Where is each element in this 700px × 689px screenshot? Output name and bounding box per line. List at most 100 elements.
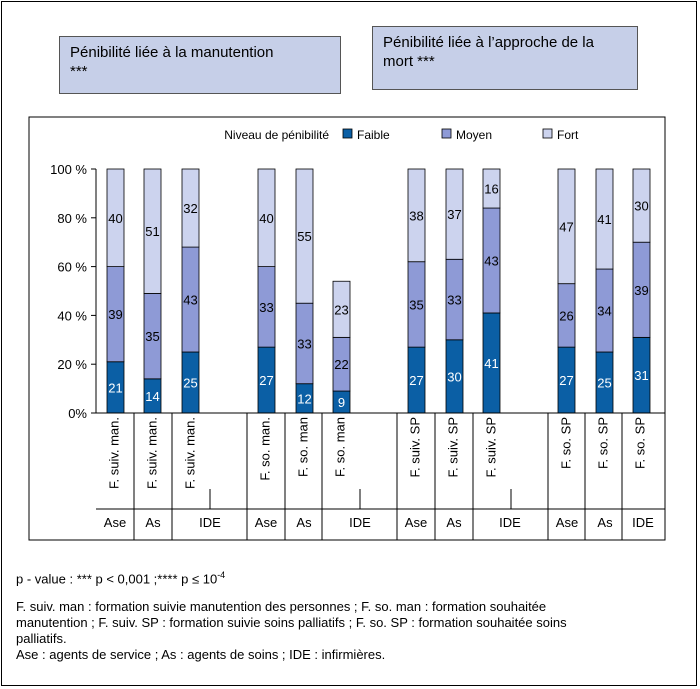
data-label-fort: 30 [634, 199, 648, 214]
role-label-as: As [296, 515, 312, 530]
data-label-faible: 14 [145, 389, 159, 404]
data-label-faible: 9 [338, 395, 345, 410]
title-mort-line1: Pénibilité liée à l’approche de la [383, 34, 594, 51]
abbrev-line3: palliatifs. [16, 631, 67, 647]
y-tick-label: 100 % [50, 162, 87, 177]
data-label-faible: 30 [447, 369, 461, 384]
data-label-fort: 16 [484, 182, 498, 197]
category-label: F. so. SP [558, 417, 573, 469]
data-label-moyen: 43 [183, 293, 197, 308]
bar-segment-fort [557, 168, 576, 285]
title-manutention-box: Pénibilité liée à la manutention *** [59, 36, 341, 94]
data-label-fort: 23 [334, 302, 348, 317]
bar-segment-fort [407, 168, 426, 263]
pvalue-exponent: -4 [217, 570, 226, 580]
legend-swatch-fort [542, 128, 553, 139]
title-mort-box: Pénibilité liée à l’approche de la mort … [372, 26, 638, 90]
data-label-faible: 27 [259, 373, 273, 388]
pvalue-text: p - value : *** p < 0,001 ;**** p ≤ 10 [16, 571, 218, 587]
bar-segment-fort [595, 168, 614, 270]
data-label-moyen: 35 [145, 329, 159, 344]
data-label-faible: 25 [183, 376, 197, 391]
category-label: F. so. SP [595, 417, 610, 469]
data-label-moyen: 39 [108, 307, 122, 322]
data-label-fort: 37 [447, 207, 461, 222]
data-label-moyen: 35 [409, 297, 423, 312]
bar-segment-fort [181, 168, 200, 248]
data-label-faible: 27 [409, 373, 423, 388]
data-label-moyen: 43 [484, 254, 498, 269]
role-label-ase: Ase [255, 515, 277, 530]
y-tick-label: 80 % [57, 211, 87, 226]
data-label-faible: 27 [559, 373, 573, 388]
role-label-as: As [597, 515, 613, 530]
category-label: F. so. man [295, 417, 310, 477]
data-label-moyen: 39 [634, 283, 648, 298]
abbrev-line1: F. suiv. man : formation suivie manutent… [16, 599, 547, 615]
role-label-ase: Ase [556, 515, 578, 530]
pvalue-note: p - value : *** p < 0,001 ;**** p ≤ 10-4 [16, 567, 691, 587]
bar-segment-fort [632, 168, 651, 243]
category-label: F. suiv. SP [407, 417, 422, 477]
title-mort-line2: mort *** [383, 53, 435, 70]
bar-segment-fort [482, 168, 501, 209]
data-label-faible: 41 [484, 356, 498, 371]
role-label-ase: Ase [104, 515, 126, 530]
category-label: F. suiv. man. [144, 417, 159, 489]
bar-segment-fort [295, 168, 314, 304]
legend-label-moyen: Moyen [456, 128, 492, 142]
title-manutention-line1: Pénibilité liée à la manutention [70, 44, 274, 61]
role-label-as: As [145, 515, 161, 530]
title-manutention-line2: *** [70, 63, 88, 80]
bar-segment-fort [257, 168, 276, 267]
bar-segment-fort [445, 168, 464, 260]
legend-label-faible: Faible [357, 128, 390, 142]
bar-segment-fort [143, 168, 162, 294]
data-label-fort: 32 [183, 201, 197, 216]
data-label-faible: 21 [108, 380, 122, 395]
role-label-as: As [446, 515, 462, 530]
category-label: F. suiv. man. [106, 417, 121, 489]
data-label-fort: 38 [409, 208, 423, 223]
abbrev-line4: Ase : agents de service ; As : agents de… [16, 647, 386, 663]
data-label-moyen: 34 [597, 304, 611, 319]
role-label-ide: IDE [632, 515, 654, 530]
legend-swatch-faible [342, 128, 353, 139]
bar-segment-fort [332, 280, 351, 338]
data-label-fort: 47 [559, 219, 573, 234]
role-label-ide: IDE [199, 515, 221, 530]
data-label-moyen: 26 [559, 308, 573, 323]
role-label-ase: Ase [405, 515, 427, 530]
role-label-ide: IDE [349, 515, 371, 530]
category-label: F. suiv. SP [483, 417, 498, 477]
notes-section: p - value : *** p < 0,001 ;**** p ≤ 10-4… [16, 567, 691, 663]
data-label-fort: 40 [259, 211, 273, 226]
y-tick-label: 40 % [57, 308, 87, 323]
y-tick-label: 60 % [57, 260, 87, 275]
abbrev-line2: manutention ; F. suiv. SP : formation su… [16, 615, 567, 631]
data-label-moyen: 33 [259, 300, 273, 315]
stacked-bar-chart: Niveau de pénibilité Faible Moyen Fort 0% 20 … [28, 116, 666, 541]
category-label: F. suiv. man. [182, 417, 197, 489]
category-label: F. so. man [332, 417, 347, 477]
data-label-faible: 25 [597, 376, 611, 391]
data-label-faible: 12 [297, 391, 311, 406]
y-tick-label: 0% [68, 406, 87, 421]
legend-title: Niveau de pénibilité [224, 128, 329, 142]
data-label-moyen: 22 [334, 357, 348, 372]
bar-segment-fort [106, 168, 125, 267]
data-label-moyen: 33 [447, 293, 461, 308]
data-label-fort: 51 [145, 224, 159, 239]
role-label-ide: IDE [499, 515, 521, 530]
category-label: F. so. SP [632, 417, 647, 469]
category-label: F. so. man. [257, 417, 272, 481]
data-label-fort: 55 [297, 229, 311, 244]
y-tick-label: 20 % [57, 357, 87, 372]
legend-swatch-moyen [441, 128, 452, 139]
category-label: F. suiv. SP [445, 417, 460, 477]
legend-label-fort: Fort [557, 128, 579, 142]
data-label-fort: 41 [597, 212, 611, 227]
data-label-faible: 31 [634, 368, 648, 383]
data-label-moyen: 33 [297, 336, 311, 351]
